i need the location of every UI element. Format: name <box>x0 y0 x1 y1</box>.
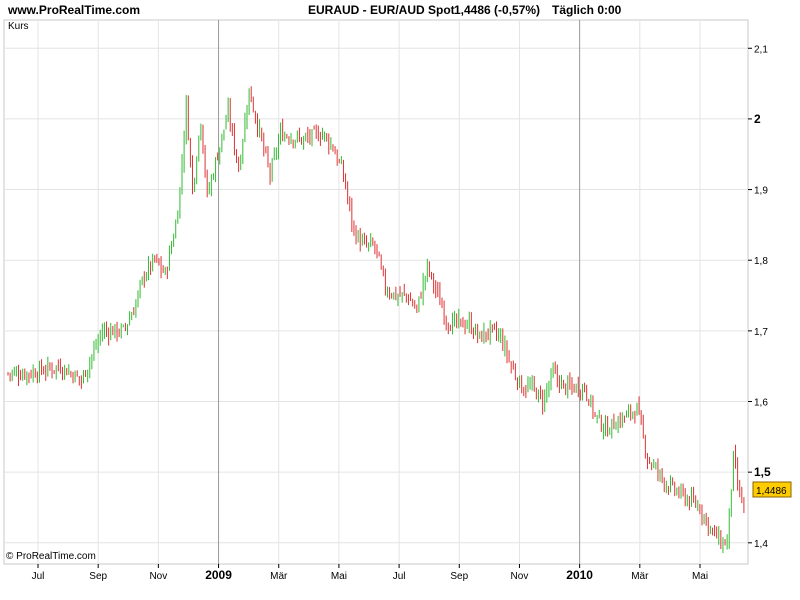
y-tick-label: 2,1 <box>754 44 768 55</box>
x-tick-label: Mai <box>692 571 708 582</box>
x-tick-label: Sep <box>89 571 107 582</box>
x-tick-label: Sep <box>450 571 468 582</box>
y-tick-label: 1,6 <box>754 398 768 409</box>
series-label: Kurs <box>8 21 29 32</box>
x-tick-label: 2010 <box>566 568 593 582</box>
last-price-box <box>752 481 792 498</box>
candles <box>7 86 745 554</box>
copyright-label: © ProRealTime.com <box>6 551 96 562</box>
y-tick-label: 1,7 <box>754 327 768 338</box>
x-tick-label: Mai <box>331 571 347 582</box>
y-tick-label: 1,8 <box>754 256 768 267</box>
x-tick-label: Jul <box>32 571 45 582</box>
chart-header: www.ProRealTime.com EURAUD - EUR/AUD Spo… <box>0 0 800 20</box>
y-tick-label: 1,4 <box>754 539 768 550</box>
plot-area <box>3 19 749 565</box>
instrument-title: EURAUD - EUR/AUD Spot <box>308 3 455 17</box>
y-tick-label: 1,9 <box>754 186 768 197</box>
x-tick-label: 2009 <box>205 568 232 582</box>
price-quote: 1,4486 (-0,57%) <box>454 3 541 17</box>
last-price-label: 1,4486 <box>756 486 787 497</box>
x-tick-label: Nov <box>511 571 529 582</box>
y-tick-label: 2 <box>754 112 761 126</box>
x-tick-label: Mär <box>270 571 288 582</box>
x-axis: Jul Sep Nov 2009 Mär Mai Jul Sep Nov 2010 Mär Mai <box>32 564 708 582</box>
x-tick-label: Nov <box>149 571 167 582</box>
y-axis: 1,4 1,5 1,6 1,7 1,8 1,9 2 2,1 <box>748 44 771 550</box>
y-tick-label: 1,5 <box>754 465 771 479</box>
gridlines <box>4 20 748 564</box>
site-name[interactable]: www.ProRealTime.com <box>8 3 141 17</box>
x-tick-label: Mär <box>631 571 649 582</box>
x-tick-label: Jul <box>393 571 406 582</box>
timeframe-label: Täglich 0:00 <box>552 3 622 17</box>
